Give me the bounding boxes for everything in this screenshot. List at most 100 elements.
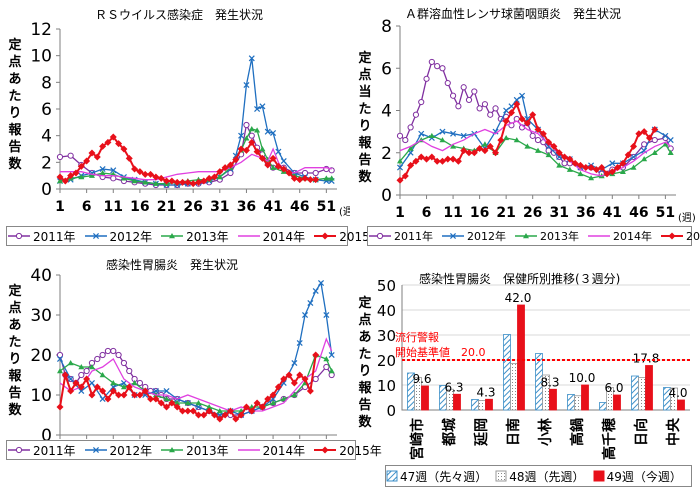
data-point — [502, 117, 510, 125]
legend-label: 2014年 — [262, 229, 306, 244]
data-point — [88, 172, 95, 178]
data-point — [78, 387, 85, 395]
legend-swatch — [593, 470, 605, 482]
data-point — [56, 351, 64, 359]
gastro-chart-title: 感染性胃腸炎 発生状況 — [106, 258, 239, 272]
y-tick-label: 12 — [30, 20, 52, 40]
bar — [421, 385, 429, 411]
data-point — [61, 371, 69, 379]
series-2015年 — [56, 133, 320, 188]
rs-y-axis-label: 定点あたり報告数 — [8, 38, 22, 172]
data-point — [67, 152, 74, 159]
data-point — [141, 170, 149, 178]
data-point — [417, 153, 425, 161]
legend-item: 2014年 — [237, 442, 305, 459]
data-point — [237, 411, 245, 419]
legend-marker — [668, 232, 676, 240]
data-point — [216, 415, 224, 423]
data-point — [78, 174, 85, 180]
legend-marker — [15, 232, 23, 240]
data-point — [152, 395, 160, 403]
y-tick-label: 20 — [30, 346, 52, 366]
data-point — [407, 145, 414, 151]
data-point — [254, 105, 261, 113]
data-point — [232, 415, 240, 423]
x-tick-label: 31 — [549, 205, 568, 221]
data-point — [513, 96, 520, 103]
y-tick-label: 2 — [381, 144, 392, 164]
data-point — [136, 168, 144, 176]
data-point — [460, 84, 467, 91]
data-point — [253, 148, 261, 156]
bar-value-label: 10.0 — [569, 371, 596, 385]
data-point — [486, 142, 494, 150]
data-point — [83, 375, 91, 383]
series-2014年 — [59, 337, 333, 412]
data-point — [99, 351, 106, 359]
legend-marker — [321, 446, 329, 454]
data-point — [200, 411, 208, 419]
data-point — [269, 154, 277, 162]
bar-value-label: 4.0 — [668, 386, 687, 400]
legend-item: 2012年 — [441, 228, 506, 244]
data-point — [120, 391, 128, 399]
category-label: 日南 — [505, 418, 522, 446]
data-point — [449, 155, 457, 163]
data-point — [290, 174, 298, 182]
data-point — [195, 411, 202, 419]
data-point — [216, 408, 223, 414]
threshold-label: 流行警報 — [395, 330, 439, 344]
y-tick-label: 0 — [386, 402, 396, 420]
data-point — [125, 154, 133, 162]
legend-item: 2011年 — [7, 442, 76, 459]
data-point — [291, 392, 298, 398]
data-point — [571, 159, 579, 167]
data-point — [328, 351, 335, 359]
legend-item: 48週（先週） — [495, 468, 585, 485]
data-point — [576, 161, 584, 169]
legend-label: 2015年 — [339, 443, 382, 458]
district-legend: 47週（先々週） 48週（先週） 49週（今週） — [385, 465, 692, 487]
y-tick-label: 10 — [377, 377, 396, 395]
data-point — [662, 141, 669, 147]
bar — [510, 363, 518, 411]
data-point — [539, 130, 547, 138]
data-point — [152, 180, 159, 186]
data-point — [444, 79, 451, 87]
data-point — [179, 178, 187, 186]
data-point — [210, 173, 218, 181]
x-tick-label: 21 — [496, 205, 515, 221]
data-point — [120, 145, 128, 153]
bar — [503, 334, 511, 411]
data-point — [598, 164, 606, 172]
data-point — [323, 175, 330, 181]
data-point — [226, 407, 234, 415]
x-tick-label: 1 — [55, 199, 65, 215]
data-point — [173, 178, 181, 186]
bar — [485, 398, 493, 411]
data-point — [259, 146, 266, 152]
legend-swatch — [314, 232, 337, 240]
legend-item: 2011年 — [368, 228, 433, 244]
data-point — [280, 396, 287, 402]
legend-item: 2013年 — [160, 442, 229, 459]
y-tick-label: 30 — [30, 306, 52, 326]
bar — [478, 400, 486, 411]
legend-label: 48週（先週） — [509, 469, 585, 484]
threshold-value-label: 開始基準値 20.0 — [395, 345, 486, 359]
axis-line — [401, 285, 690, 411]
legend-item: 2013年 — [160, 228, 229, 245]
data-point — [508, 103, 515, 110]
data-point — [323, 311, 330, 319]
data-point — [56, 173, 64, 181]
data-point — [88, 364, 95, 370]
data-point — [433, 157, 441, 165]
data-point — [481, 141, 488, 147]
data-point — [67, 172, 75, 180]
data-point — [221, 164, 229, 172]
data-point — [243, 121, 250, 129]
data-point — [556, 162, 563, 168]
bar-value-label: 17.8 — [633, 352, 660, 366]
data-point — [115, 391, 123, 399]
data-point — [428, 58, 435, 66]
